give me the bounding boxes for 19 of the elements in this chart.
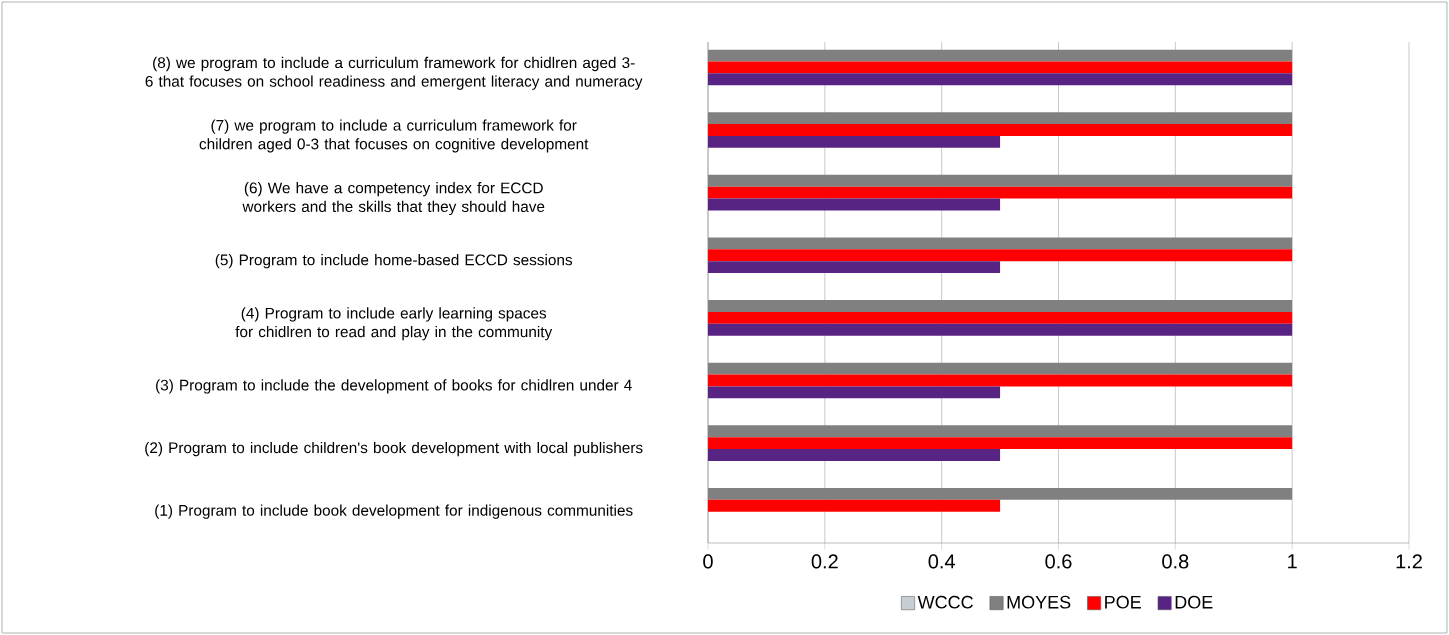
x-tick-label: 1.2 [1396,554,1422,569]
legend-label: DOE [1175,595,1213,609]
y-tick-label: (3) Program to include the development of books for chidlren under 4 [156,379,632,394]
x-tick-label: 0.4 [928,554,955,569]
y-tick-label: (7) we program to include a curriculum framework for children aged 0-3 that focuses on cognitive development [199,119,589,153]
y-tick-label: (6) We have a competency index for ECCD workers and the skills that they should have [242,182,545,216]
y-tick-label: (8) we program to include a curriculum framework for chidlren aged 3-6 that focuses on school readiness and emergent literacy and numeracy [145,56,643,90]
x-tick-label: 0.8 [1162,554,1189,569]
legend-label: WCCC [917,595,973,609]
y-tick-label: (5) Program to include home-based ECCD sessions [215,254,573,269]
x-tick-label: 1 [1288,554,1297,569]
x-tick-label: 0.2 [811,554,838,569]
y-tick-label: (1) Program to include book development for indigenous communities [155,504,633,519]
legend-label: MOYES [1007,595,1071,609]
x-tick-label: 0.6 [1045,554,1072,569]
y-tick-label: (2) Program to include children's book development with local publishers [145,441,643,457]
y-tick-label: (4) Program to include early learning spaces for chidlren to read and play in the community [235,307,553,341]
legend-label: POE [1105,595,1141,609]
x-tick-label: 0 [703,554,713,569]
